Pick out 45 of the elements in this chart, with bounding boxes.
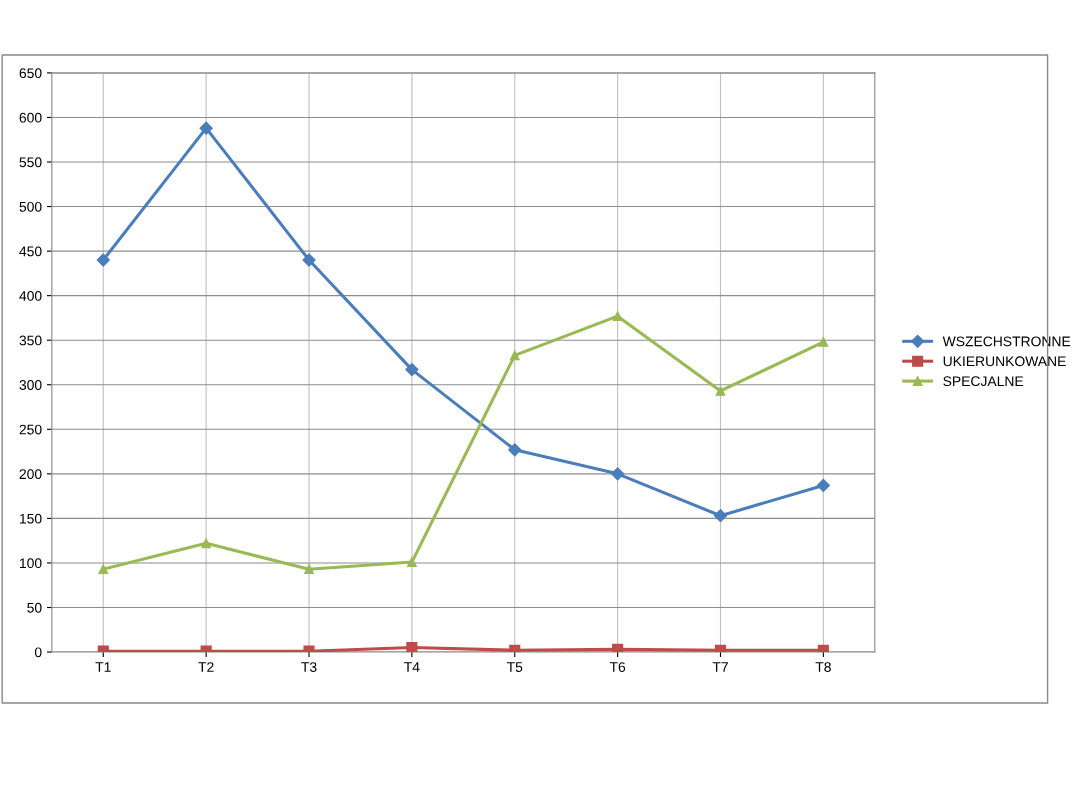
x-tick-label: T5 <box>506 662 523 672</box>
y-tick-label: 200 <box>19 469 42 480</box>
x-tick-label: T4 <box>404 662 420 672</box>
point <box>612 643 624 653</box>
point <box>816 478 830 493</box>
y-tick-label: 350 <box>19 335 42 346</box>
point <box>98 564 109 575</box>
y-tick-label: 50 <box>27 602 42 613</box>
point <box>818 337 829 347</box>
x-tick-label: T3 <box>301 662 317 672</box>
y-tick-label: 550 <box>19 157 42 168</box>
legend-label: UKIERUNKOWANE <box>943 356 1066 367</box>
y-tick-label: 100 <box>20 558 42 569</box>
y-tick-label: 600 <box>19 112 42 123</box>
legend-label: WSZECHSTRONNE <box>942 336 1071 347</box>
x-tick-label: T7 <box>712 662 728 672</box>
point <box>509 644 521 653</box>
x-tick-label: T6 <box>609 662 626 672</box>
point <box>407 557 417 567</box>
y-tick-label: 0 <box>34 647 42 658</box>
point <box>612 311 623 322</box>
legend-label: SPECJALNE <box>943 376 1024 387</box>
y-tick-label: 500 <box>19 201 42 212</box>
point <box>509 350 520 361</box>
point <box>406 642 418 653</box>
x-tick-label: T2 <box>198 662 214 672</box>
point <box>201 538 212 549</box>
point <box>96 253 110 267</box>
point <box>715 386 726 396</box>
y-tick-label: 300 <box>19 380 42 390</box>
point <box>713 509 728 523</box>
y-tick-label: 650 <box>19 68 42 79</box>
point <box>304 564 314 575</box>
point <box>302 253 316 267</box>
y-tick-label: 450 <box>19 246 42 257</box>
y-tick-label: 150 <box>20 513 42 524</box>
y-tick-label: 250 <box>19 424 42 435</box>
point <box>405 363 419 377</box>
point <box>611 467 625 481</box>
point <box>817 644 829 653</box>
point <box>199 121 213 135</box>
y-tick-label: 400 <box>19 290 42 301</box>
x-tick-label: T1 <box>95 662 111 672</box>
x-tick-label: T8 <box>815 662 831 672</box>
point <box>508 443 522 457</box>
